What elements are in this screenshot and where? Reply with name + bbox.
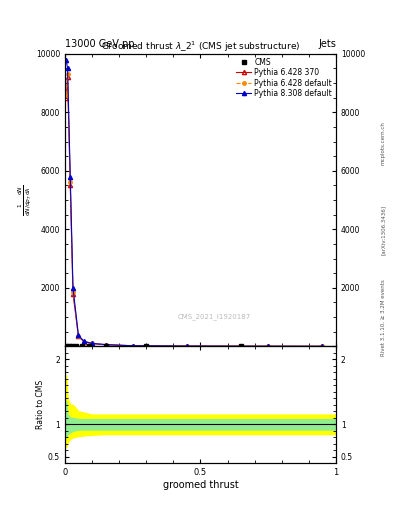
Pythia 8.308 default bbox=[64, 56, 68, 62]
Pythia 8.308 default bbox=[320, 343, 325, 349]
Pythia 8.308 default bbox=[76, 332, 81, 338]
CMS bbox=[103, 343, 108, 349]
X-axis label: groomed thrust: groomed thrust bbox=[163, 480, 238, 490]
Pythia 8.308 default bbox=[130, 343, 135, 349]
Pythia 6.428 default bbox=[185, 343, 189, 349]
Pythia 6.428 370 bbox=[90, 340, 94, 347]
Text: Rivet 3.1.10, ≥ 3.2M events: Rivet 3.1.10, ≥ 3.2M events bbox=[381, 279, 386, 356]
Pythia 8.308 default bbox=[65, 66, 70, 72]
CMS bbox=[73, 343, 78, 349]
Pythia 8.308 default bbox=[71, 285, 75, 291]
CMS bbox=[64, 343, 68, 349]
Y-axis label: Ratio to CMS: Ratio to CMS bbox=[36, 380, 45, 430]
Pythia 6.428 370 bbox=[64, 95, 68, 101]
Pythia 6.428 default bbox=[266, 343, 270, 349]
Pythia 6.428 370 bbox=[68, 182, 73, 188]
Pythia 8.308 default bbox=[185, 343, 189, 349]
Pythia 6.428 default bbox=[64, 92, 68, 98]
Pythia 6.428 default bbox=[103, 342, 108, 348]
Pythia 6.428 default bbox=[76, 333, 81, 339]
Line: Pythia 8.308 default: Pythia 8.308 default bbox=[64, 57, 325, 348]
Y-axis label: $\frac{1}{\mathrm{d}N/\mathrm{d}p_T}\frac{\mathrm{d}N}{\mathrm{d}\lambda}$: $\frac{1}{\mathrm{d}N/\mathrm{d}p_T}\fra… bbox=[17, 184, 34, 216]
Line: Pythia 6.428 default: Pythia 6.428 default bbox=[64, 73, 324, 348]
CMS bbox=[66, 343, 71, 349]
Title: Groomed thrust $\lambda\_2^1$ (CMS jet substructure): Groomed thrust $\lambda\_2^1$ (CMS jet s… bbox=[101, 39, 300, 54]
CMS bbox=[239, 343, 243, 349]
Pythia 6.428 370 bbox=[103, 342, 108, 348]
Text: mcplots.cern.ch: mcplots.cern.ch bbox=[381, 121, 386, 165]
Pythia 8.308 default bbox=[81, 338, 86, 344]
CMS bbox=[144, 343, 149, 349]
Text: 13000 GeV pp: 13000 GeV pp bbox=[65, 38, 134, 49]
Pythia 6.428 default bbox=[65, 71, 70, 77]
Text: Jets: Jets bbox=[318, 38, 336, 49]
Pythia 6.428 default bbox=[320, 343, 325, 349]
Legend: CMS, Pythia 6.428 370, Pythia 6.428 default, Pythia 8.308 default: CMS, Pythia 6.428 370, Pythia 6.428 defa… bbox=[235, 56, 334, 100]
Pythia 6.428 370 bbox=[76, 333, 81, 339]
Pythia 6.428 default bbox=[81, 338, 86, 345]
Pythia 8.308 default bbox=[90, 340, 94, 347]
Pythia 8.308 default bbox=[266, 343, 270, 349]
CMS bbox=[80, 343, 85, 349]
Pythia 6.428 370 bbox=[81, 338, 86, 345]
Pythia 8.308 default bbox=[103, 342, 108, 348]
Pythia 6.428 370 bbox=[130, 343, 135, 349]
Pythia 6.428 default bbox=[71, 289, 75, 295]
CMS bbox=[87, 343, 92, 349]
Pythia 6.428 370 bbox=[266, 343, 270, 349]
Pythia 6.428 370 bbox=[65, 74, 70, 80]
Pythia 6.428 370 bbox=[320, 343, 325, 349]
Text: CMS_2021_I1920187: CMS_2021_I1920187 bbox=[177, 314, 251, 321]
Pythia 6.428 default bbox=[130, 343, 135, 349]
Pythia 6.428 default bbox=[68, 179, 73, 185]
Pythia 6.428 default bbox=[90, 340, 94, 347]
Line: CMS: CMS bbox=[64, 344, 243, 348]
Pythia 8.308 default bbox=[68, 174, 73, 180]
Pythia 6.428 370 bbox=[185, 343, 189, 349]
Text: [arXiv:1306.3436]: [arXiv:1306.3436] bbox=[381, 205, 386, 255]
Pythia 6.428 370 bbox=[71, 291, 75, 297]
Line: Pythia 6.428 370: Pythia 6.428 370 bbox=[64, 75, 325, 348]
CMS bbox=[69, 343, 74, 349]
